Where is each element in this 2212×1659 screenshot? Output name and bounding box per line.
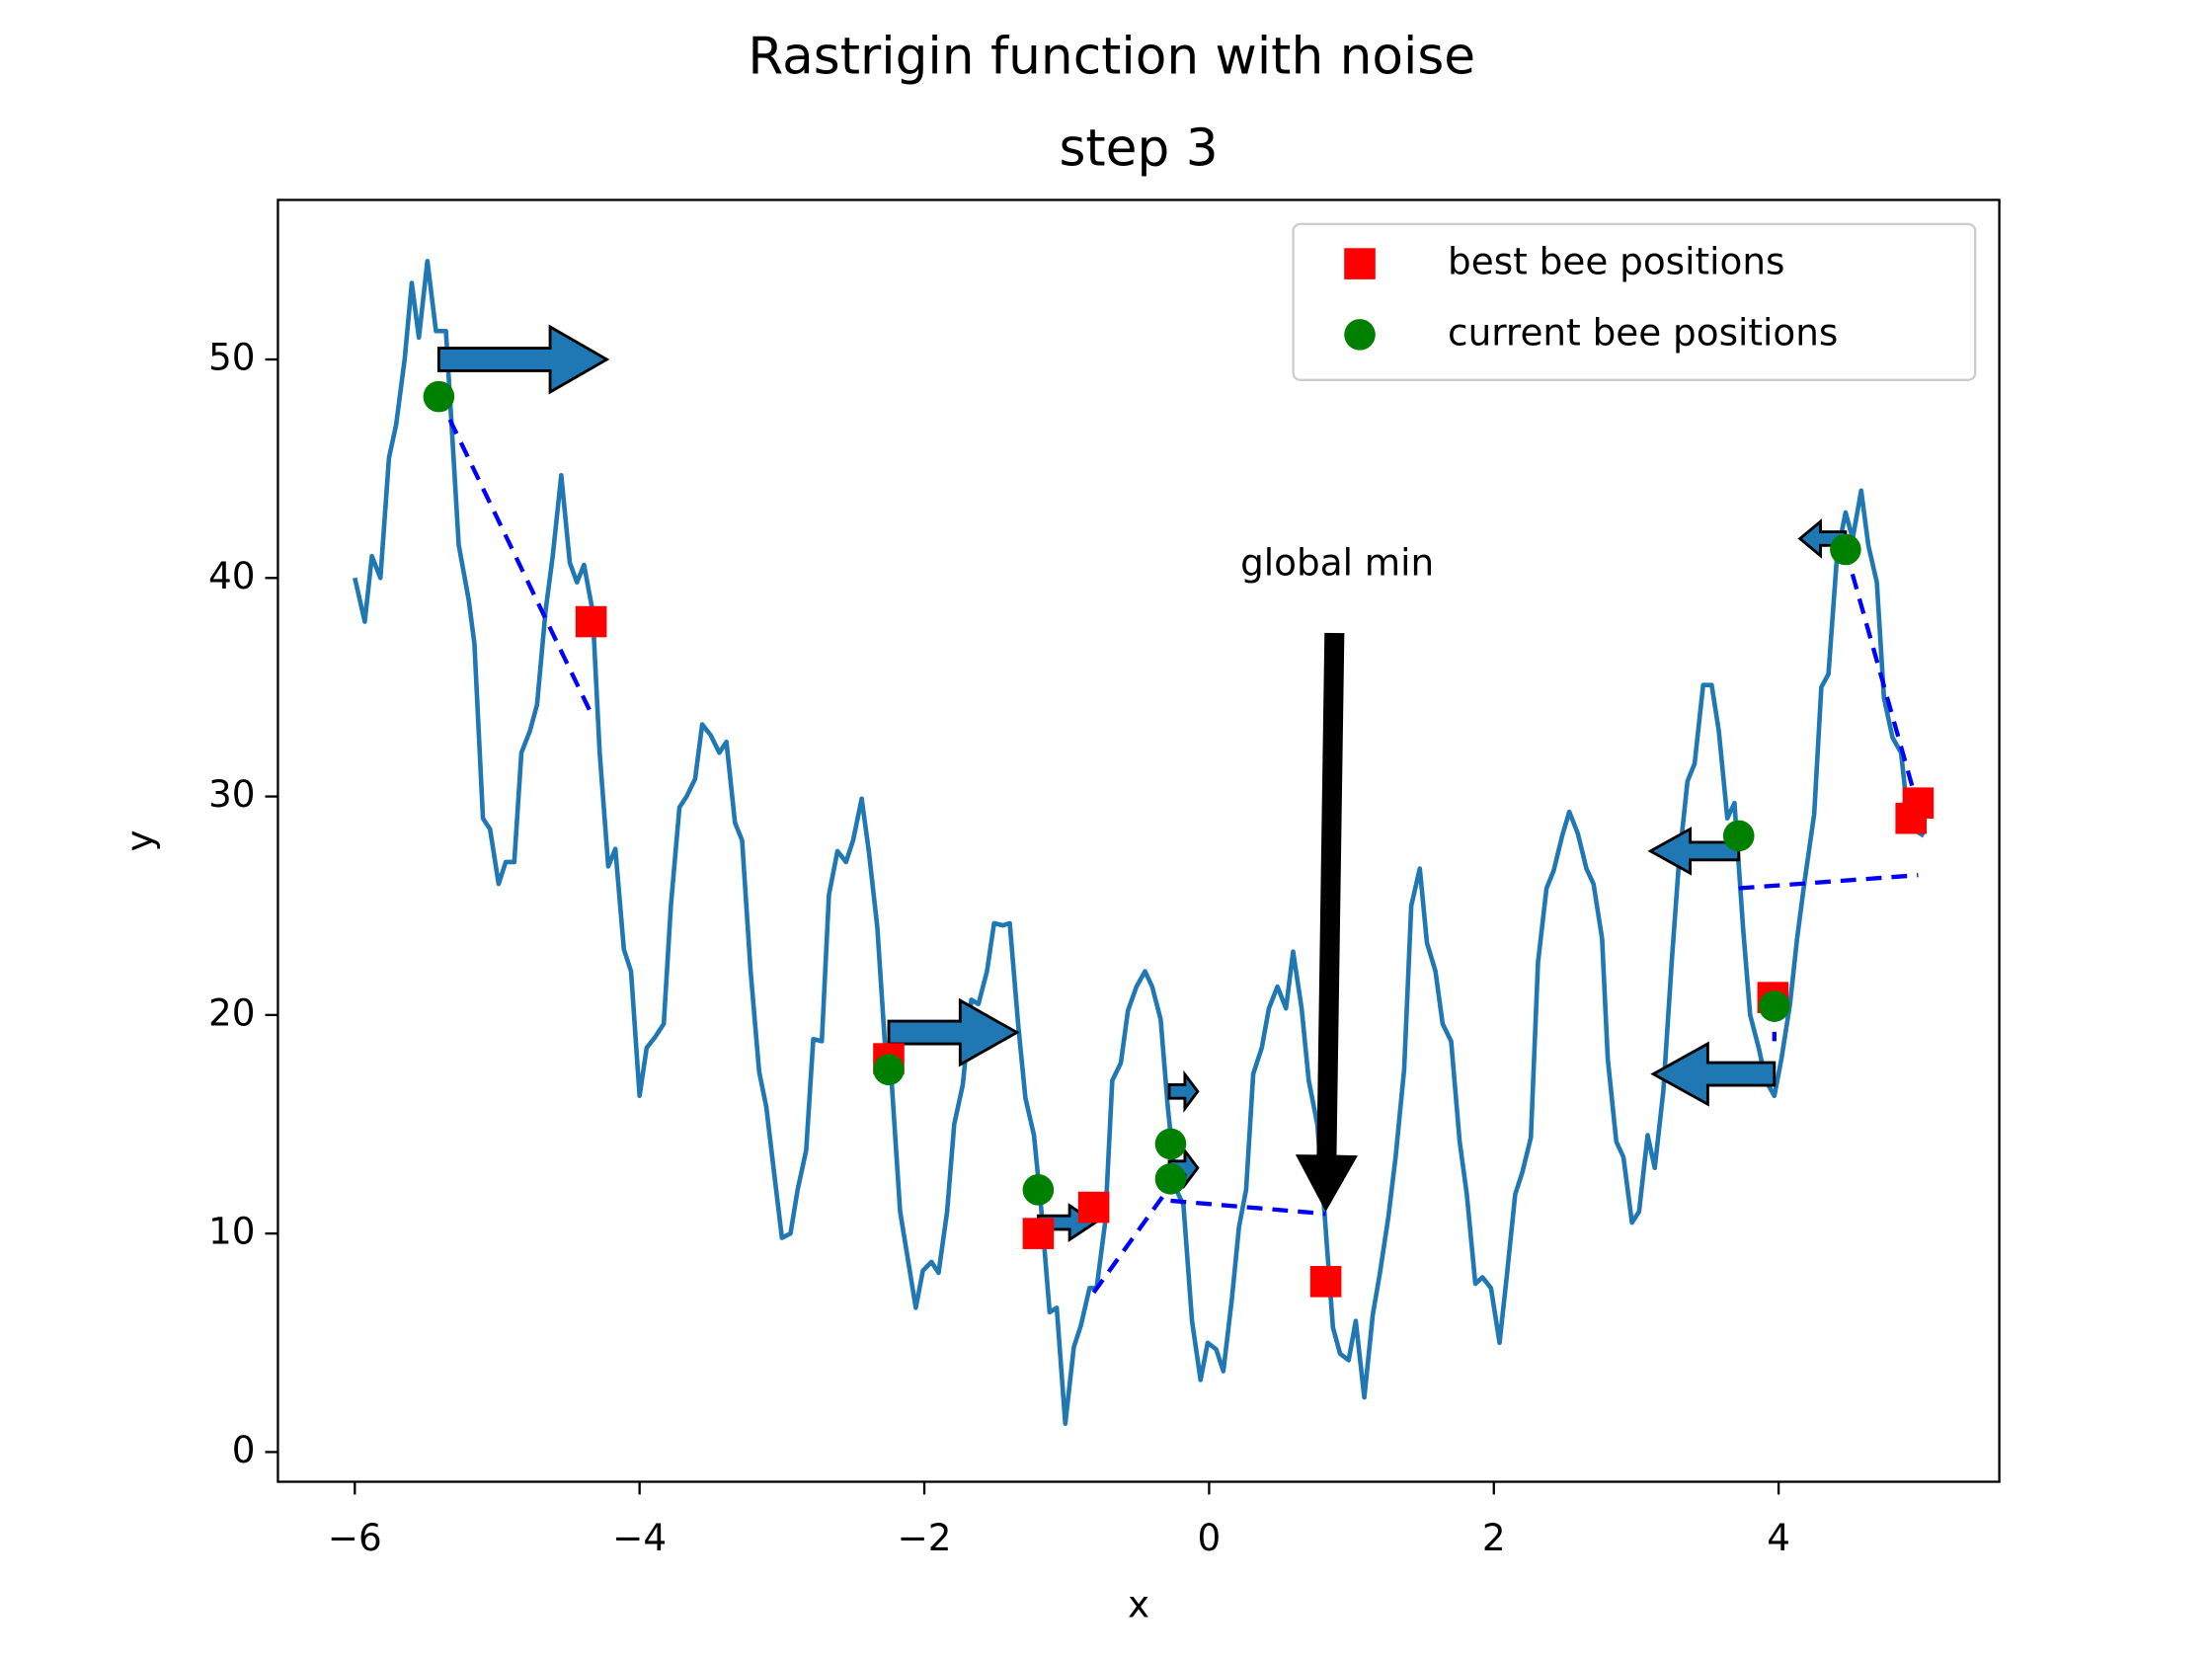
velocity-line <box>1170 1198 1326 1217</box>
y-axis-label: y <box>118 830 161 851</box>
current-position <box>1722 820 1755 852</box>
legend-item: current bee positions <box>1344 310 1838 354</box>
y-tick-label: 10 <box>208 1210 256 1253</box>
velocity-line <box>436 395 593 715</box>
annotation-arrow <box>1295 632 1359 1212</box>
current-position <box>423 380 455 413</box>
chart-title: Rastrigin function with noise <box>748 27 1475 86</box>
function-line <box>353 259 1926 1426</box>
velocity-line <box>1738 873 1919 891</box>
velocity-arrow <box>436 324 610 395</box>
x-tick-label: −2 <box>898 1516 952 1559</box>
best-position <box>1309 1266 1342 1298</box>
x-tick-label: 2 <box>1482 1516 1506 1559</box>
velocity-arrow <box>1650 1041 1777 1107</box>
velocity-line <box>1091 1184 1173 1295</box>
best-position <box>575 605 607 638</box>
legend-label: best bee positions <box>1448 240 1784 283</box>
plot-frame <box>276 198 2001 1483</box>
y-tick-label: 0 <box>232 1428 256 1471</box>
legend-box <box>1292 222 1977 381</box>
y-tick-label: 30 <box>208 772 256 816</box>
legend-marker <box>1344 248 1376 279</box>
x-tick-label: −6 <box>328 1516 382 1559</box>
current-position <box>873 1054 905 1085</box>
velocity-line <box>1843 548 1921 809</box>
y-tick-label: 20 <box>208 990 256 1034</box>
best-position <box>1022 1218 1055 1249</box>
current-position <box>1830 533 1861 566</box>
annotation-text: global min <box>1240 541 1434 585</box>
current-position <box>1022 1174 1055 1206</box>
x-axis-label: x <box>1128 1582 1149 1625</box>
current-position <box>1154 1163 1187 1195</box>
x-tick-label: 4 <box>1767 1516 1790 1559</box>
velocity-arrow <box>887 997 1020 1067</box>
velocity-arrow <box>1167 1069 1200 1113</box>
x-tick-label: 0 <box>1198 1516 1222 1559</box>
x-tick-label: −4 <box>612 1516 667 1559</box>
legend-item: best bee positions <box>1344 240 1784 283</box>
y-tick-label: 50 <box>208 335 256 378</box>
velocity-arrow <box>1647 827 1741 876</box>
current-position <box>1154 1128 1187 1160</box>
y-tick-label: 40 <box>208 554 256 597</box>
current-position <box>1759 990 1790 1022</box>
best-position <box>1077 1191 1110 1224</box>
best-position <box>1902 787 1935 819</box>
legend-marker <box>1344 319 1376 351</box>
legend-label: current bee positions <box>1448 310 1838 354</box>
chart-subtitle: step 3 <box>1059 119 1218 179</box>
